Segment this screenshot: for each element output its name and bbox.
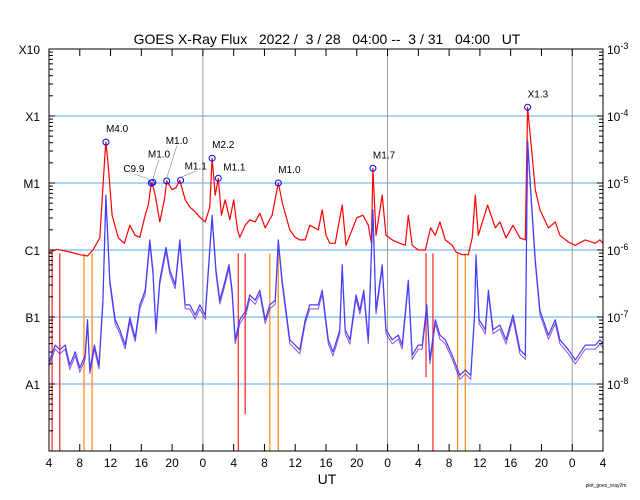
flux-exponent: -8: [620, 376, 628, 386]
flux-exponent: -3: [620, 41, 628, 51]
x-tick-label: 20: [350, 456, 364, 470]
x-tick-label: 16: [504, 456, 518, 470]
y-flux-label: 10-3: [607, 41, 628, 57]
flare-label: M1.0: [148, 149, 171, 160]
flux-base: 10: [607, 244, 621, 258]
y-flux-label: 10-6: [607, 242, 628, 258]
axes-layer: 4 8 12 16 20 0 4 8 12 16 20 0 4 8 12 16 20 0 4 X10 X1 M1 C1 B1 A…: [19, 41, 629, 470]
flare-marker: [214, 174, 222, 182]
flare-label: M1.0: [166, 136, 189, 147]
x-tick-label: 0: [384, 456, 391, 470]
x-tick-label: 16: [319, 456, 333, 470]
y-level-label: X1: [25, 110, 40, 124]
x-tick-label: 4: [415, 456, 422, 470]
flux-base: 10: [607, 43, 621, 57]
x-tick-label: 12: [473, 456, 487, 470]
data-gap-layer: [51, 253, 466, 451]
chart-title: GOES X-Ray Flux 2022 / 3 / 28 04:00 -- 3…: [134, 31, 521, 47]
flux-exponent: -5: [620, 175, 628, 185]
y-level-label: C1: [25, 244, 41, 258]
x-tick-label: 16: [135, 456, 149, 470]
y-flux-label: 10-5: [607, 175, 628, 191]
flare-label-leader: [152, 159, 160, 180]
x-tick-label: 4: [600, 456, 607, 470]
grid-layer: [49, 49, 603, 451]
flare-marker: [102, 138, 110, 146]
flare-label: M1.1: [185, 161, 208, 172]
x-tick-label: 12: [289, 456, 303, 470]
flare-label-leader: [180, 171, 196, 178]
long-channel-line: [48, 106, 604, 257]
y-flux-label: 10-8: [607, 376, 628, 392]
y-flux-label: 10-4: [607, 108, 628, 124]
flux-base: 10: [607, 177, 621, 191]
flux-base: 10: [607, 110, 621, 124]
x-axis-label: UT: [318, 471, 337, 487]
x-tick-label: 0: [200, 456, 207, 470]
flare-label: C9.9: [123, 164, 145, 175]
flare-label-leader: [166, 145, 178, 179]
secondary-short-channel-line: [48, 144, 604, 381]
y-flux-label: 10-7: [607, 309, 628, 325]
x-tick-label: 8: [76, 456, 83, 470]
flare-label: M1.0: [278, 165, 301, 176]
plot-footer: plot_goes_xray2m: [586, 483, 627, 489]
flare-marker: [524, 103, 532, 111]
x-tick-label: 8: [261, 456, 268, 470]
series-layer: [48, 106, 604, 381]
x-tick-label: 8: [446, 456, 453, 470]
x-tick-label: 12: [104, 456, 118, 470]
flare-marker: [208, 154, 216, 162]
y-level-label: X10: [19, 43, 41, 57]
y-level-label: M1: [23, 177, 40, 191]
flare-label: M4.0: [106, 124, 129, 135]
flux-exponent: -4: [620, 108, 628, 118]
x-tick-label: 20: [535, 456, 549, 470]
flare-marker-layer: M4.0C9.9M1.0M1.0M1.1M2.2M1.1 M1.0M1.7X1.3: [102, 89, 549, 187]
flare-label-leader: [134, 173, 152, 181]
flare-marker: [274, 179, 282, 187]
short-channel-line: [48, 139, 604, 376]
x-tick-label: 20: [165, 456, 179, 470]
x-tick-label: 4: [230, 456, 237, 470]
flux-exponent: -6: [620, 242, 628, 252]
y-level-label: B1: [25, 311, 40, 325]
y-level-label: A1: [25, 378, 40, 392]
x-tick-label: 0: [569, 456, 576, 470]
flare-label: M2.2: [212, 140, 235, 151]
flux-base: 10: [607, 378, 621, 392]
flux-base: 10: [607, 311, 621, 325]
x-tick-label: 4: [46, 456, 53, 470]
flare-label: M1.1: [223, 162, 246, 173]
flare-marker: [369, 164, 377, 172]
flare-label: X1.3: [528, 89, 549, 100]
flare-label: M1.7: [373, 150, 396, 161]
flux-exponent: -7: [620, 309, 628, 319]
